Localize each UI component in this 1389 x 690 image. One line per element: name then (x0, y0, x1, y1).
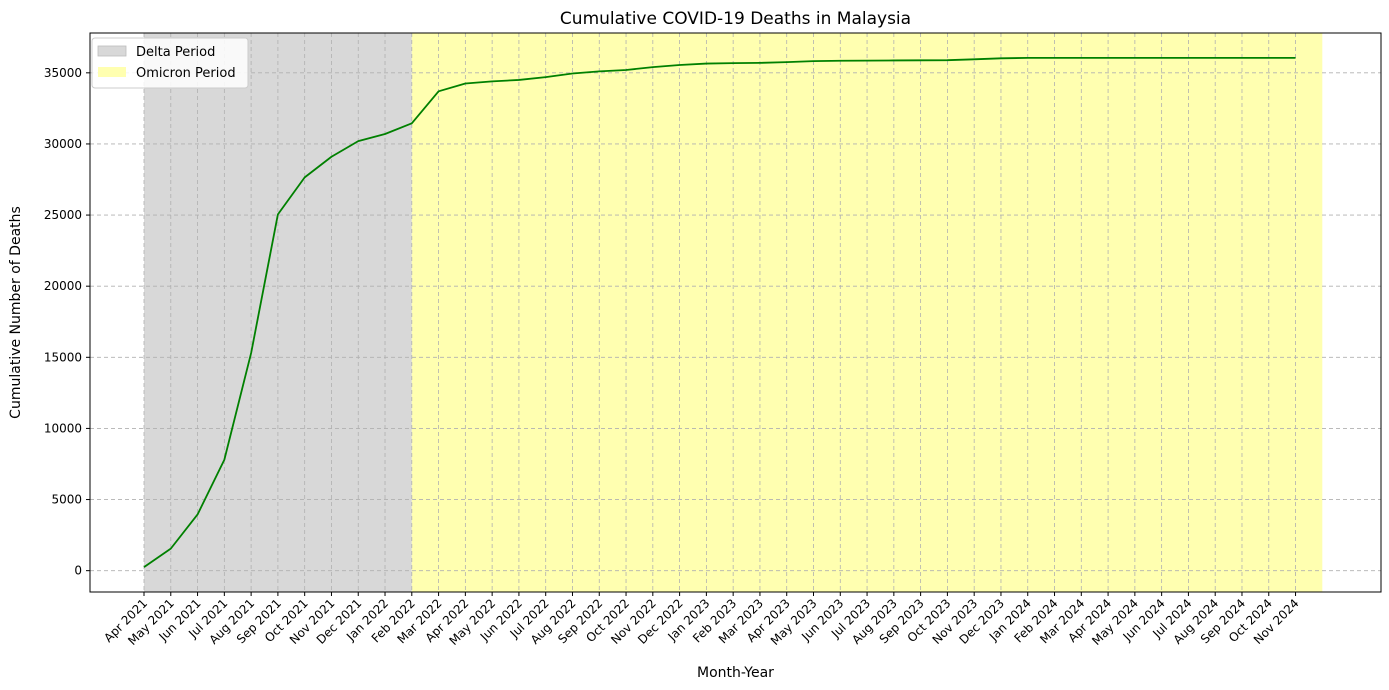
series-layer (143, 56, 1296, 568)
plot-frame (89, 32, 1382, 593)
chart-title: Cumulative COVID-19 Deaths in Malaysia (560, 9, 911, 29)
legend-box (91, 37, 249, 89)
y-tick-label: 25000 (44, 208, 82, 222)
shaded-region-delta-period (144, 33, 412, 592)
legend-swatch (98, 67, 126, 77)
y-tick-label: 30000 (44, 137, 82, 151)
shaded-regions (144, 33, 1323, 592)
y-tick-label: 0 (74, 564, 82, 578)
legend-label: Omicron Period (136, 66, 236, 81)
legend-label: Delta Period (136, 45, 215, 60)
legend-swatch (97, 45, 127, 57)
y-axis: 0 5000 10000 15000 20000 25000 30000 35000 (44, 66, 90, 578)
y-tick-label: 5000 (51, 493, 82, 507)
y-tick-label: 10000 (44, 421, 82, 435)
legend: Delta Period Omicron Period (91, 37, 249, 89)
shaded-region-omicron-period (411, 33, 1323, 592)
y-axis-title: Cumulative Number of Deaths (8, 206, 24, 419)
series-line (143, 56, 1296, 568)
y-tick-label: 15000 (44, 350, 82, 364)
x-axis-title: Month-Year (697, 665, 774, 681)
grid (90, 33, 1381, 592)
y-tick-label: 35000 (44, 66, 82, 80)
y-tick-label: 20000 (44, 279, 82, 293)
